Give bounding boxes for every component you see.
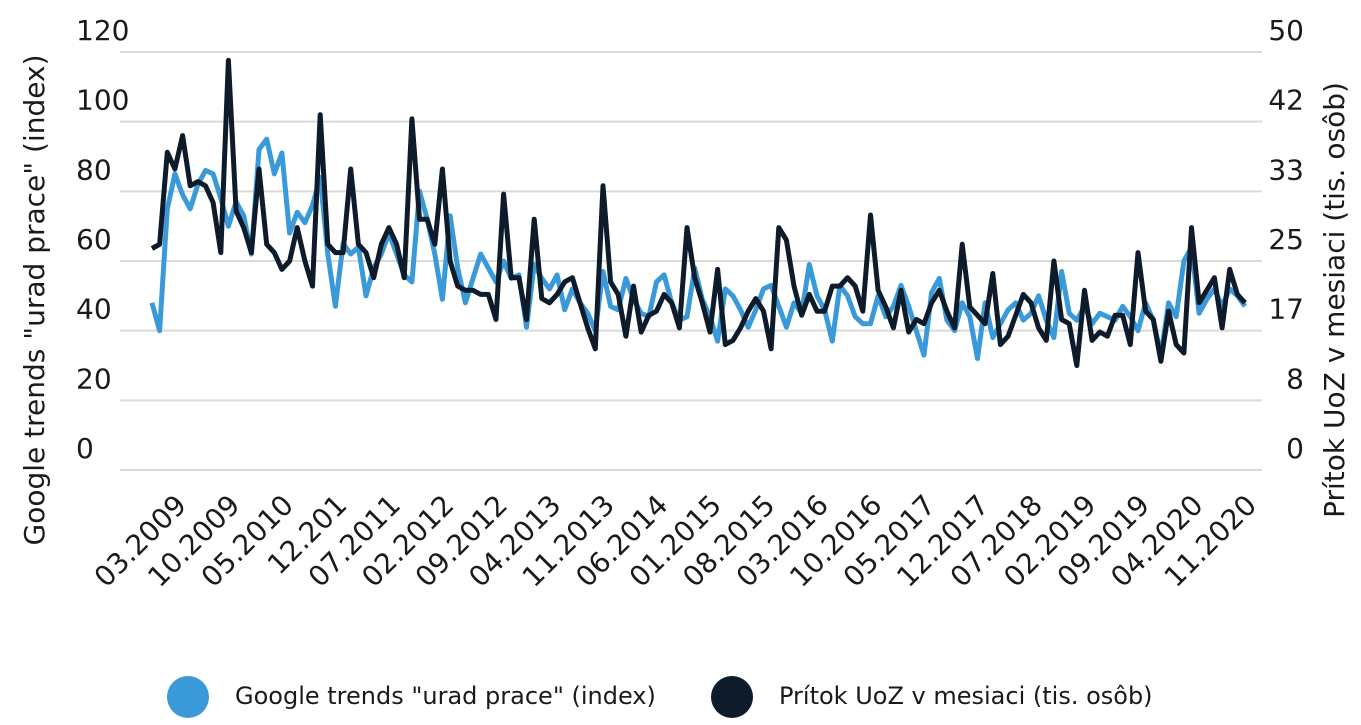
- y-tick-label: 60: [76, 223, 112, 256]
- legend-marker: [711, 676, 753, 718]
- y2-tick-label: 42: [1268, 84, 1304, 117]
- y-axis-title: Google trends "urad prace" (index): [18, 54, 51, 545]
- y-tick-label: 80: [76, 153, 112, 186]
- y2-tick-label: 0: [1286, 432, 1304, 465]
- legend-label: Google trends "urad prace" (index): [235, 682, 656, 710]
- y-tick-label: 20: [76, 362, 112, 395]
- y2-axis-title: Prítok UoZ v mesiaci (tis. osôb): [1318, 82, 1351, 518]
- legend-marker: [167, 676, 209, 718]
- legend-label: Prítok UoZ v mesiaci (tis. osôb): [779, 682, 1153, 710]
- y-tick-label: 100: [76, 84, 129, 117]
- y-tick-label: 0: [76, 432, 94, 465]
- data-line: [150, 57, 1247, 368]
- y2-tick-label: 50: [1268, 14, 1304, 47]
- y2-tick-label: 8: [1286, 362, 1304, 395]
- y2-tick-label: 33: [1268, 153, 1304, 186]
- y-tick-label: 40: [76, 293, 112, 326]
- y2-tick-label: 25: [1268, 223, 1304, 256]
- y-tick-label: 120: [76, 14, 129, 47]
- y2-tick-label: 17: [1268, 293, 1304, 326]
